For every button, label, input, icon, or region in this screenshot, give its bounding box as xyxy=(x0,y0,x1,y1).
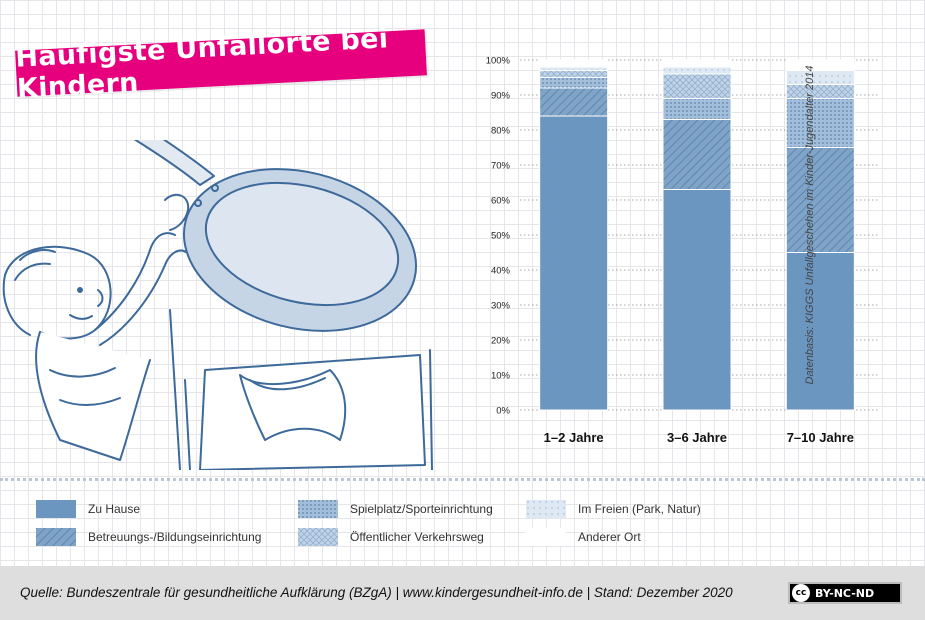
separator-line xyxy=(0,478,925,481)
cc-license-badge: cc BY-NC-ND xyxy=(788,582,902,604)
legend-item-zu-hause: Zu Hause xyxy=(36,500,140,518)
title-banner: Häufigste Unfallorte bei Kindern xyxy=(14,23,427,105)
bar-segment-verkehrsweg xyxy=(539,70,609,78)
legend-label: Anderer Ort xyxy=(578,530,641,544)
y-tick-label: 40% xyxy=(491,266,511,277)
legend-swatch xyxy=(36,528,76,546)
legend-label: Im Freien (Park, Natur) xyxy=(578,502,701,516)
child-pan-illustration xyxy=(2,140,433,470)
y-tick-label: 10% xyxy=(491,371,511,382)
y-tick-label: 70% xyxy=(491,161,511,172)
y-tick-label: 50% xyxy=(491,231,511,242)
y-tick-label: 80% xyxy=(491,126,511,137)
y-tick-label: 90% xyxy=(491,91,511,102)
stacked-bar-chart: 0% 10% 20% 30% 40% 50% 60% 70% 80% 90% 100% 1–2 Ja… xyxy=(486,56,878,445)
bar-segment-betreuung xyxy=(662,119,732,190)
bar-segment-zu-hause xyxy=(662,189,732,411)
bar-segment-betreuung xyxy=(539,87,609,117)
legend-item-verkehrsweg: Öffentlicher Verkehrsweg xyxy=(298,528,484,546)
cc-icon: cc xyxy=(792,584,810,602)
y-tick-label: 100% xyxy=(486,56,511,67)
bar-segment-verkehrsweg xyxy=(785,84,855,99)
legend-swatch xyxy=(526,500,566,518)
bar-segment-spielplatz xyxy=(785,98,855,148)
y-tick-label: 60% xyxy=(491,196,511,207)
chart-legend: Zu Hause Betreuungs-/Bildungseinrichtung… xyxy=(36,498,896,550)
legend-item-betreuung: Betreuungs-/Bildungseinrichtung xyxy=(36,528,261,546)
license-label: BY-NC-ND xyxy=(815,586,875,600)
legend-label: Zu Hause xyxy=(88,502,141,516)
bar-segment-im-freien xyxy=(539,66,609,71)
bar-segment-anderer-ort xyxy=(785,59,855,71)
legend-label: Betreuungs-/Bildungseinrichtung xyxy=(88,530,262,544)
bar-segment-zu-hause xyxy=(785,252,855,411)
y-tick-label: 20% xyxy=(491,336,511,347)
legend-item-im-freien: Im Freien (Park, Natur) xyxy=(526,500,701,518)
bar-segment-spielplatz xyxy=(662,98,732,120)
x-category-label: 1–2 Jahre xyxy=(544,430,604,445)
data-source-note: Datenbasis: KIGGS Unfallgeschehen im Kin… xyxy=(804,65,816,385)
bar-segment-im-freien xyxy=(785,70,855,85)
bar-segment-anderer-ort xyxy=(539,59,609,68)
legend-swatch xyxy=(298,500,338,518)
legend-swatch xyxy=(298,528,338,546)
legend-item-spielplatz: Spielplatz/Sporteinrichtung xyxy=(298,500,493,518)
bar-segment-zu-hause xyxy=(539,115,609,411)
bar-segment-betreuung xyxy=(785,147,855,253)
y-tick-label: 30% xyxy=(491,301,511,312)
chart-title: Häufigste Unfallorte bei Kindern xyxy=(14,23,390,105)
legend-swatch xyxy=(526,528,566,546)
bar-segment-im-freien xyxy=(662,66,732,75)
legend-label: Spielplatz/Sporteinrichtung xyxy=(350,502,493,516)
legend-swatch xyxy=(36,500,76,518)
bar-segment-verkehrsweg xyxy=(662,73,732,99)
source-citation: Quelle: Bundeszentrale für gesundheitlic… xyxy=(20,585,733,600)
legend-item-anderer-ort: Anderer Ort xyxy=(526,528,641,546)
legend-label: Öffentlicher Verkehrsweg xyxy=(350,530,484,544)
y-tick-label: 0% xyxy=(496,406,510,417)
footer: Quelle: Bundeszentrale für gesundheitlic… xyxy=(0,566,925,620)
bar-segment-spielplatz xyxy=(539,77,609,89)
bar-segment-anderer-ort xyxy=(662,59,732,68)
x-category-label: 3–6 Jahre xyxy=(667,430,727,445)
x-category-label: 7–10 Jahre xyxy=(787,430,854,445)
